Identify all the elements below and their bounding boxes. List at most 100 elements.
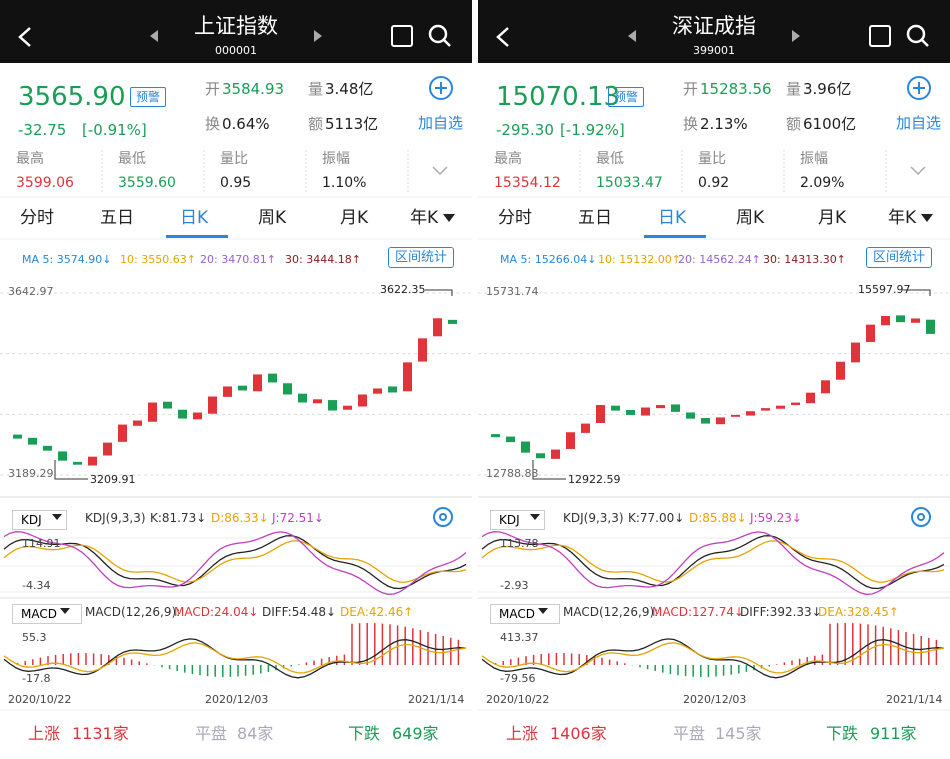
candle — [268, 373, 277, 383]
indicator-params: MACD(12,26,9): — [563, 605, 659, 619]
kdj-axis-label: 114.91 — [22, 537, 61, 550]
flat-count: 84家 — [237, 724, 274, 743]
indicator-selector[interactable]: KDJ — [12, 510, 67, 530]
back-button[interactable] — [18, 27, 31, 47]
prev-button[interactable] — [628, 30, 636, 42]
next-button[interactable] — [792, 30, 800, 42]
quote-field: 额 — [786, 115, 802, 133]
expand-icon[interactable] — [432, 166, 448, 176]
book-icon[interactable] — [869, 25, 891, 47]
indicator-selector[interactable]: MACD — [12, 604, 82, 624]
kdj-axis-label: -2.93 — [500, 579, 529, 592]
candle — [43, 445, 52, 451]
alert-button[interactable]: 预警 — [130, 87, 167, 107]
settings-icon — [917, 513, 925, 521]
flat-count: 145家 — [715, 724, 762, 743]
candle — [208, 396, 217, 414]
candle — [313, 399, 322, 404]
book-icon[interactable] — [391, 25, 413, 47]
candle — [611, 405, 620, 411]
settings-icon — [439, 513, 447, 521]
k-value: K:81.73↓ — [150, 511, 207, 525]
tab[interactable]: 五日 — [100, 208, 134, 228]
add-icon — [913, 82, 925, 94]
candle — [731, 414, 740, 417]
indicator-params: MACD(12,26,9): — [85, 605, 181, 619]
tab[interactable]: 分时 — [498, 208, 532, 228]
tab[interactable]: 分时 — [20, 208, 54, 228]
add-watchlist[interactable]: 加自选 — [418, 114, 464, 132]
dea-value: DEA:328.45↑ — [818, 605, 899, 619]
candle — [373, 388, 382, 394]
tab-underline — [644, 235, 706, 238]
back-button[interactable] — [496, 27, 509, 47]
candle — [343, 405, 352, 410]
date-label: 2021/1/14 — [886, 693, 943, 706]
candle — [746, 411, 755, 416]
stat-field: 最高 — [494, 151, 522, 167]
quote-field: 3.48亿 — [325, 80, 374, 98]
next-button[interactable] — [314, 30, 322, 42]
canvas — [478, 24, 950, 711]
title: 上证指数 — [194, 14, 278, 38]
stat-field: 3559.60 — [118, 175, 176, 191]
ma-value: 20: 14562.24↑ — [678, 253, 761, 266]
code: 000001 — [215, 44, 257, 57]
range-stats-button[interactable]: 区间统计 — [388, 247, 455, 268]
macd-value: MACD:24.04↓ — [174, 605, 259, 619]
candle — [626, 409, 635, 415]
candle — [851, 342, 860, 363]
dropdown-icon — [921, 214, 933, 222]
search-icon[interactable] — [906, 24, 926, 44]
add-icon[interactable] — [429, 76, 453, 100]
candle — [418, 338, 427, 362]
tab[interactable]: 年K — [888, 208, 917, 228]
candle — [656, 405, 665, 409]
candle — [761, 408, 770, 411]
title: 深证成指 — [672, 14, 756, 38]
min-annotation: 12922.59 — [568, 473, 621, 486]
diff-value: DIFF:392.33↓ — [740, 605, 822, 619]
quote-field: 量 — [308, 80, 324, 98]
tab[interactable]: 月K — [340, 208, 369, 228]
up-count: 1406家 — [550, 724, 607, 743]
max-pointer — [903, 289, 931, 296]
stat-field: 3599.06 — [16, 175, 74, 191]
add-watchlist[interactable]: 加自选 — [896, 114, 942, 132]
candle — [28, 437, 37, 445]
settings-icon[interactable] — [433, 507, 453, 527]
add-icon[interactable] — [907, 76, 931, 100]
prev-button[interactable] — [150, 30, 158, 42]
quote-field: 开 — [683, 80, 699, 98]
search-icon[interactable] — [428, 24, 448, 44]
candle — [836, 361, 845, 380]
candle — [223, 386, 232, 397]
diff-value: DIFF:54.48↓ — [262, 605, 337, 619]
tab[interactable]: 年K — [410, 208, 439, 228]
stat-field: 振幅 — [800, 151, 828, 167]
tab[interactable]: 周K — [258, 208, 287, 228]
index-panel: 深证成指 399001 15070.13 预警 -295.30 [-1.92%] 开 1528… — [478, 0, 950, 759]
search-icon — [921, 39, 929, 47]
min-pointer — [532, 460, 566, 480]
indicator-selector[interactable]: MACD — [490, 604, 560, 624]
tab[interactable]: 月K — [818, 208, 847, 228]
expand-icon[interactable] — [910, 166, 926, 176]
range-stats-button[interactable]: 区间统计 — [866, 247, 933, 268]
stat-field: 最高 — [16, 151, 44, 167]
settings-icon[interactable] — [911, 507, 931, 527]
tab[interactable]: 周K — [736, 208, 765, 228]
candle — [776, 405, 785, 409]
tab[interactable]: 日K — [180, 208, 209, 228]
price: 15070.13 — [496, 82, 621, 112]
alert-button[interactable]: 预警 — [608, 87, 645, 107]
date-label: 2020/12/03 — [205, 693, 269, 706]
tab[interactable]: 日K — [658, 208, 687, 228]
change: -295.30 — [496, 121, 554, 139]
tab[interactable]: 五日 — [578, 208, 612, 228]
flat-label: 平盘 — [673, 724, 706, 743]
down-label: 下跌 — [348, 724, 381, 743]
candle — [581, 423, 590, 433]
indicator-selector[interactable]: KDJ — [490, 510, 545, 530]
quote-field: 3.96亿 — [803, 80, 852, 98]
